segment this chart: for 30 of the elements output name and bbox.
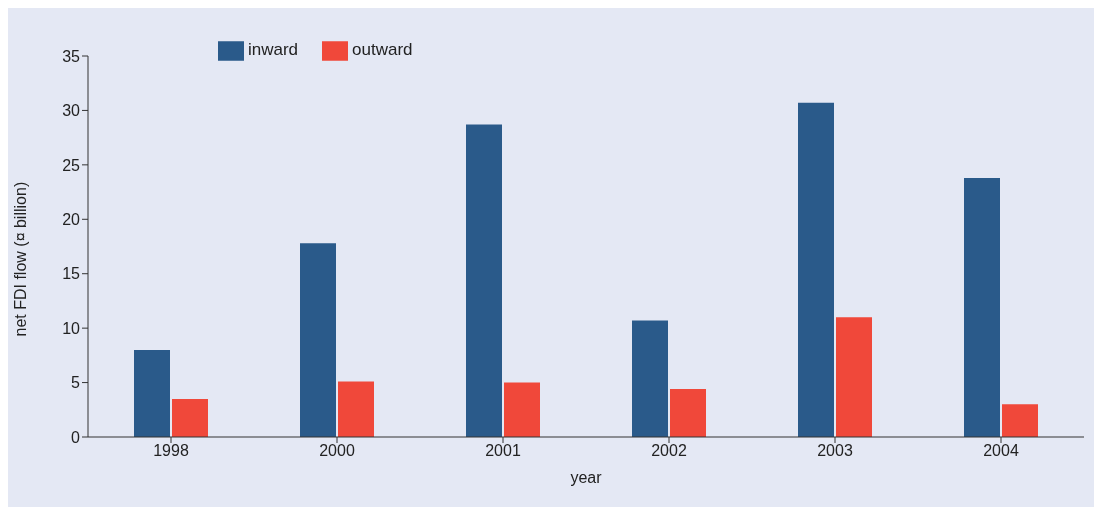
- x-tick-label: 2004: [983, 442, 1019, 460]
- x-tick-label: 2000: [319, 442, 355, 460]
- bar: [300, 243, 336, 437]
- y-tick-label: 25: [62, 156, 81, 174]
- y-tick-label: 20: [62, 210, 81, 228]
- legend-label: outward: [352, 40, 413, 60]
- y-tick-label: 5: [71, 374, 81, 392]
- bar: [338, 381, 374, 437]
- bar: [134, 349, 170, 437]
- y-tick-label: 0: [71, 428, 81, 446]
- y-tick-label: 35: [62, 47, 81, 65]
- bar: [964, 177, 1000, 437]
- x-axis-title: year: [570, 469, 603, 486]
- bar: [632, 320, 668, 437]
- bar: [670, 389, 706, 437]
- y-tick-label: 30: [62, 102, 81, 120]
- bar: [172, 398, 208, 437]
- bar: [504, 382, 540, 437]
- y-axis-title: net FDI flow (¤ billion): [11, 181, 29, 337]
- y-tick-label: 10: [62, 319, 81, 337]
- x-tick-label: 2002: [651, 442, 687, 460]
- x-tick-label: 2001: [485, 442, 521, 460]
- bar: [836, 317, 872, 437]
- x-tick-label: 2003: [817, 442, 853, 460]
- bar: [466, 124, 502, 437]
- x-tick-label: 1998: [153, 442, 189, 460]
- legend-label: inward: [248, 40, 299, 60]
- bar: [798, 102, 834, 437]
- bar: [1002, 404, 1038, 437]
- y-tick-label: 15: [62, 265, 81, 283]
